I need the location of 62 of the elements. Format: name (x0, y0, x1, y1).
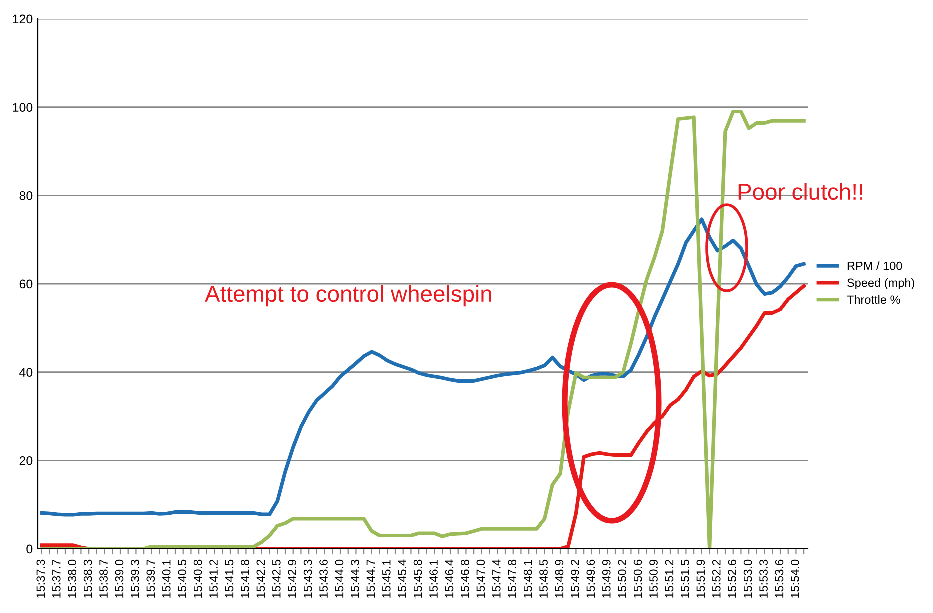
annotation: Attempt to control wheelspin (205, 285, 492, 307)
x-tick-label: 15:48.5 (540, 560, 548, 598)
x-tick-label: 15:46.8 (461, 560, 470, 598)
x-tick-label: 15:52.2 (712, 560, 721, 598)
x-tick-label: 15:45.8 (414, 560, 422, 598)
x-tick-label: 15:45.4 (398, 560, 407, 598)
x-tick-label: 15:42.5 (272, 560, 281, 598)
x-tick-label: 15:41.5 (225, 560, 234, 598)
legend-label: Throttle % (847, 295, 900, 304)
x-tick-label: 15:52.6 (728, 560, 737, 598)
x-tick-label: 15:38.0 (68, 560, 77, 598)
x-tick-label: 15:47.8 (508, 560, 517, 598)
x-tick-label: 15:51.2 (665, 560, 674, 598)
x-tick-label: 15:47.4 (492, 560, 501, 598)
x-tick-label: 15:40.5 (178, 560, 187, 598)
x-tick-label: 15:41.8 (241, 560, 250, 598)
x-tick-label: 15:42.2 (256, 560, 266, 598)
x-tick-label: 15:49.9 (602, 560, 611, 598)
x-tick-label: 15:44.7 (366, 560, 376, 598)
x-tick-label: 15:51.9 (696, 560, 706, 598)
x-tick-label: 15:39.7 (146, 560, 156, 598)
x-tick-label: 15:39.0 (115, 560, 124, 598)
x-tick-label: 15:53.3 (760, 560, 768, 598)
x-tick-label: 15:46.4 (445, 560, 454, 598)
x-tick-label: 15:51.5 (681, 560, 690, 598)
x-tick-label: 15:38.3 (84, 560, 92, 598)
line-series (40, 218, 806, 517)
x-tick-label: 15:39.3 (131, 560, 140, 598)
x-tick-label: 15:38.7 (100, 560, 108, 598)
x-tick-label: 15:49.2 (571, 560, 580, 598)
y-tick-label: 0 (26, 544, 33, 554)
x-tick-label: 15:43.3 (304, 560, 312, 598)
x-tick-label: 15:45.1 (382, 560, 391, 598)
x-tick-label: 15:53.0 (744, 560, 752, 598)
x-tick-label: 15:37.3 (36, 560, 46, 598)
x-tick-label: 15:46.1 (430, 560, 438, 598)
y-tick-label: 80 (20, 191, 33, 200)
x-tick-label: 15:50.9 (650, 560, 658, 598)
x-tick-label: 15:42.9 (288, 560, 297, 598)
x-tick-label: 15:49.6 (586, 560, 596, 598)
x-tick-label: 15:48.9 (555, 560, 564, 598)
legend-label: RPM / 100 (848, 262, 902, 270)
legend-label: Speed (mph) (847, 278, 914, 290)
x-tick-label: 15:40.8 (194, 560, 202, 598)
x-tick-label: 15:44.0 (335, 560, 344, 598)
x-tick-label: 15:43.6 (320, 560, 328, 598)
annotation: Poor clutch!! (738, 183, 862, 200)
y-tick-label: 60 (20, 280, 33, 289)
y-tick-label: 100 (13, 103, 33, 112)
x-tick-label: 15:41.2 (210, 560, 218, 598)
x-tick-label: 15:44.3 (351, 560, 360, 598)
y-tick-label: 40 (20, 368, 33, 377)
x-tick-label: 15:50.2 (618, 560, 627, 598)
y-tick-label: 20 (20, 456, 33, 466)
x-tick-label: 15:53.6 (775, 560, 784, 598)
x-tick-label: 15:37.7 (52, 560, 61, 598)
x-tick-label: 15:48.1 (524, 560, 532, 598)
x-tick-label: 15:47.0 (476, 560, 486, 598)
x-tick-label: 15:40.1 (162, 560, 171, 598)
y-tick-label: 120 (13, 14, 33, 24)
x-tick-label: 15:54.0 (791, 560, 800, 598)
x-tick-label: 15:50.6 (634, 560, 642, 598)
